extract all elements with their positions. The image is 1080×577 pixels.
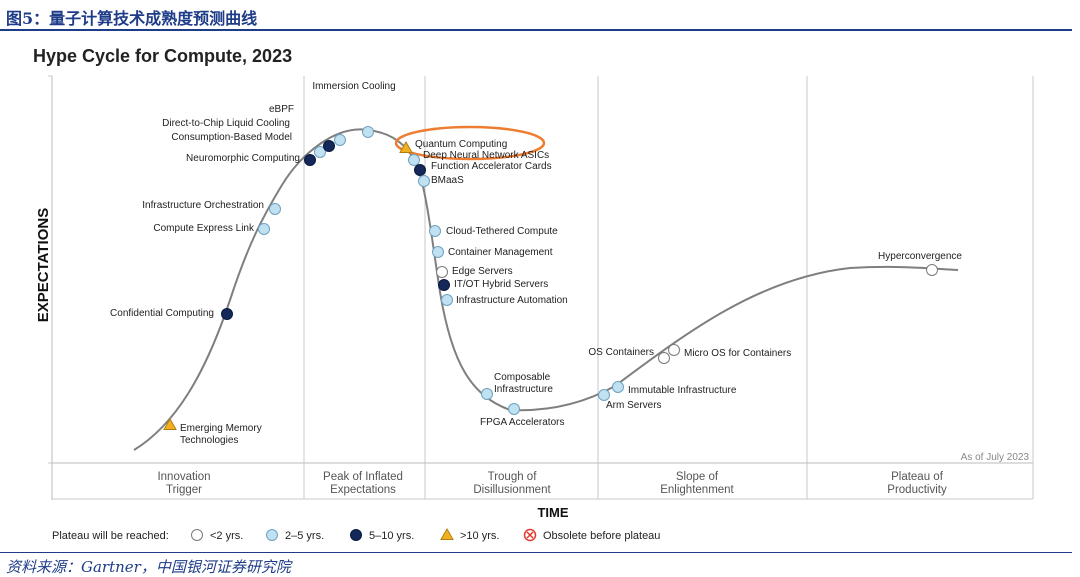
point-immersion-cooling	[362, 126, 374, 138]
point-labels: Emerging Memory Technologies Confidential …	[110, 81, 962, 446]
point-label-infrastructure-orchestration: Infrastructure Orchestration	[142, 200, 264, 211]
point-label-arm-servers: Arm Servers	[606, 400, 662, 411]
point-label-fpga-accelerators: FPGA Accelerators	[480, 417, 564, 428]
point-label-cloud-tethered-compute: Cloud-Tethered Compute	[446, 226, 558, 237]
point-cloud-tethered-compute	[429, 225, 441, 237]
point-label-os-containers: OS Containers	[588, 347, 654, 358]
figure-source: 资料来源：Gartner，中国银河证券研究院	[6, 558, 291, 576]
point-label-immersion-cooling: Immersion Cooling	[312, 81, 395, 92]
point-label-quantum-computing: Quantum Computing	[415, 139, 507, 150]
legend-text-obsolete: Obsolete before plateau	[543, 530, 660, 542]
y-axis-label: EXPECTATIONS	[35, 208, 52, 322]
figure-caption: 图5：量子计算技术成熟度预测曲线	[6, 9, 258, 28]
point-label-bmaas: BMaaS	[431, 175, 464, 186]
point-direct-to-chip-liquid-cooling	[323, 140, 335, 152]
chart-title: Hype Cycle for Compute, 2023	[33, 46, 292, 66]
point-consumption-based-model	[314, 146, 326, 158]
point-label-edge-servers: Edge Servers	[452, 266, 513, 277]
point-label-composable-infrastructure: Composable Infrastructure	[494, 372, 553, 395]
hype-cycle-chart: Hype Cycle for Compute, 2023 Innovation T…	[33, 46, 1034, 542]
legend-marker-2to5	[266, 529, 278, 541]
legend-marker-gt10	[440, 527, 454, 540]
legend-marker-obsolete	[523, 528, 537, 542]
header-rule	[0, 29, 1072, 31]
as-of-label: As of July 2023	[961, 452, 1030, 463]
point-label-hyperconvergence: Hyperconvergence	[878, 251, 962, 262]
legend: Plateau will be reached: <2 yrs. 2–5 yrs. 5…	[52, 527, 660, 542]
point-compute-express-link	[258, 223, 270, 235]
legend-marker-lt2	[191, 529, 203, 541]
phase-label-innovation-trigger: Innovation Trigger	[157, 471, 210, 496]
point-label-immutable-infrastructure: Immutable Infrastructure	[628, 385, 737, 396]
point-neuromorphic-computing	[304, 154, 316, 166]
point-container-management	[432, 246, 444, 258]
figure-header: 图5：量子计算技术成熟度预测曲线	[0, 0, 1080, 31]
point-it-ot-hybrid-servers	[438, 279, 450, 291]
point-label-ebpf: eBPF	[269, 104, 294, 115]
point-label-consumption-based-model: Consumption-Based Model	[171, 132, 292, 143]
point-label-container-management: Container Management	[448, 247, 553, 258]
point-fpga-accelerators	[508, 403, 520, 415]
point-bmaas	[418, 175, 430, 187]
point-function-accelerator-cards	[414, 164, 426, 176]
highlight-layer	[394, 125, 546, 161]
footer-rule	[0, 552, 1072, 553]
points-layer	[163, 126, 938, 430]
point-hyperconvergence	[926, 264, 938, 276]
legend-text-2to5: 2–5 yrs.	[285, 530, 324, 542]
point-emerging-memory-technologies	[163, 417, 177, 430]
phase-label-plateau-of-productivity: Plateau of Productivity	[887, 471, 947, 496]
legend-text-lt2: <2 yrs.	[210, 530, 243, 542]
point-label-infrastructure-automation: Infrastructure Automation	[456, 295, 568, 306]
point-quantum-computing	[399, 140, 413, 153]
legend-text-gt10: >10 yrs.	[460, 530, 499, 542]
legend-item-gt10: >10 yrs.	[440, 527, 499, 542]
point-label-confidential-computing: Confidential Computing	[110, 308, 214, 319]
point-arm-servers	[598, 389, 610, 401]
point-label-deep-neural-network-asics: Deep Neural Network ASICs	[423, 150, 549, 161]
point-infrastructure-automation	[441, 294, 453, 306]
point-label-neuromorphic-computing: Neuromorphic Computing	[186, 153, 300, 164]
point-micro-os-for-containers	[668, 344, 680, 356]
phase-label-peak-of-inflated-expectations: Peak of Inflated Expectations	[323, 471, 403, 496]
point-label-micro-os-for-containers: Micro OS for Containers	[684, 348, 791, 359]
point-os-containers	[658, 352, 670, 364]
legend-marker-5to10	[350, 529, 362, 541]
legend-item-obsolete: Obsolete before plateau	[523, 528, 660, 542]
point-label-direct-to-chip-liquid-cooling: Direct-to-Chip Liquid Cooling	[162, 118, 290, 129]
point-label-it-ot-hybrid-servers: IT/OT Hybrid Servers	[454, 279, 548, 290]
legend-text-5to10: 5–10 yrs.	[369, 530, 414, 542]
legend-label: Plateau will be reached:	[52, 530, 169, 542]
point-composable-infrastructure	[481, 388, 493, 400]
phase-label-trough-of-disillusionment: Trough of Disillusionment	[473, 471, 551, 496]
legend-item-lt2: <2 yrs.	[191, 529, 243, 542]
point-label-function-accelerator-cards: Function Accelerator Cards	[431, 161, 552, 172]
phase-labels: Innovation Trigger Peak of Inflated Expecta…	[157, 471, 947, 496]
point-deep-neural-network-asics	[408, 154, 420, 166]
point-label-compute-express-link: Compute Express Link	[153, 223, 255, 234]
highlight-ellipse	[394, 125, 546, 161]
x-axis-label: TIME	[537, 505, 568, 520]
legend-item-2to5: 2–5 yrs.	[266, 529, 324, 542]
point-edge-servers	[436, 266, 448, 278]
plot-frame	[48, 75, 1034, 500]
point-infrastructure-orchestration	[269, 203, 281, 215]
phase-label-slope-of-enlightenment: Slope of Enlightenment	[660, 471, 734, 496]
legend-item-5to10: 5–10 yrs.	[350, 529, 414, 542]
point-ebpf	[334, 134, 346, 146]
point-label-emerging-memory-technologies: Emerging Memory Technologies	[180, 423, 262, 446]
point-immutable-infrastructure	[612, 381, 624, 393]
point-confidential-computing	[221, 308, 233, 320]
